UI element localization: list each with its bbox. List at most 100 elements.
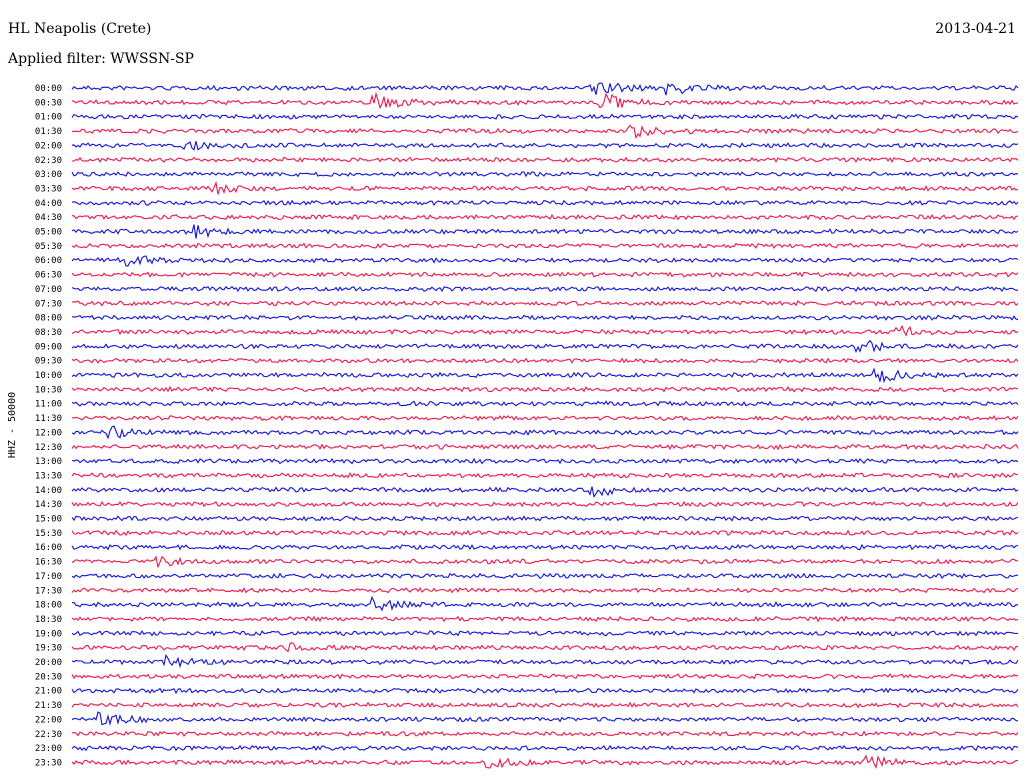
row-time-label: 08:00 (35, 314, 62, 324)
row-time-label: 21:00 (35, 687, 62, 697)
row-time-label: 23:30 (35, 758, 62, 768)
trace-row-0200 (71, 141, 1019, 151)
trace-row-0800 (71, 314, 1019, 321)
row-time-label: 02:00 (35, 141, 62, 151)
row-time-label: 01:00 (35, 113, 62, 123)
trace-row-1930 (71, 641, 1019, 653)
row-time-label: 18:00 (35, 601, 62, 611)
row-time-label: 04:00 (35, 199, 62, 209)
station-title: HL Neapolis (Crete) (8, 21, 152, 37)
trace-row-1600 (71, 543, 1019, 551)
row-time-label: 00:00 (35, 84, 62, 94)
trace-row-2000 (71, 653, 1019, 669)
row-time-label: 16:00 (35, 543, 62, 553)
trace-row-0400 (71, 199, 1019, 207)
trace-row-0100 (71, 113, 1019, 120)
row-time-label: 11:00 (35, 400, 62, 410)
trace-row-2230 (71, 730, 1019, 737)
trace-row-1430 (71, 501, 1019, 508)
trace-row-2300 (71, 744, 1019, 752)
row-time-label: 15:30 (35, 529, 62, 539)
row-time-label: 12:00 (35, 428, 62, 438)
row-time-label: 18:30 (35, 615, 62, 625)
row-time-label: 01:30 (35, 127, 62, 137)
row-time-label: 12:30 (35, 443, 62, 453)
trace-row-0430 (71, 213, 1019, 221)
row-time-label: 11:30 (35, 414, 62, 424)
row-time-label: 04:30 (35, 213, 62, 223)
row-time-label: 06:00 (35, 256, 62, 266)
row-time-label: 22:00 (35, 715, 62, 725)
trace-row-1330 (71, 472, 1019, 479)
y-axis-label: HHZ - 50000 (7, 392, 18, 458)
row-time-label: 10:00 (35, 371, 62, 381)
row-time-label: 03:30 (35, 184, 62, 194)
row-time-label: 23:00 (35, 744, 62, 754)
trace-row-2030 (71, 672, 1019, 680)
filter-label: Applied filter: WWSSN-SP (8, 51, 194, 67)
trace-row-2330 (71, 754, 1019, 770)
trace-row-2200 (71, 711, 1019, 726)
trace-row-0030 (71, 91, 1019, 110)
trace-row-0730 (71, 300, 1019, 307)
row-time-label: 06:30 (35, 271, 62, 281)
trace-row-1200 (71, 425, 1019, 440)
row-time-label: 13:30 (35, 471, 62, 481)
row-time-label: 20:00 (35, 658, 62, 668)
trace-row-0930 (71, 357, 1019, 364)
time-label-group: 00:00 00:30 01:00 01:30 02:00 02:30 03:00 03:30… (35, 84, 62, 768)
row-time-label: 19:30 (35, 644, 62, 654)
trace-row-0230 (71, 156, 1019, 163)
row-time-label: 21:30 (35, 701, 62, 711)
trace-row-1300 (71, 457, 1019, 465)
trace-row-1900 (71, 630, 1019, 637)
trace-row-1000 (71, 367, 1019, 384)
trace-row-0900 (71, 339, 1019, 354)
row-time-label: 22:30 (35, 730, 62, 740)
row-time-label: 08:30 (35, 328, 62, 338)
row-time-label: 05:30 (35, 242, 62, 252)
trace-row-0330 (71, 180, 1019, 195)
row-time-label: 09:30 (35, 357, 62, 367)
trace-row-0000 (71, 82, 1019, 96)
trace-row-1230 (71, 443, 1019, 451)
trace-row-0130 (71, 124, 1019, 140)
row-time-label: 17:00 (35, 572, 62, 582)
trace-row-0830 (71, 324, 1019, 337)
trace-row-1530 (71, 529, 1019, 537)
row-time-label: 13:00 (35, 457, 62, 467)
trace-row-2100 (71, 687, 1019, 695)
row-time-label: 07:30 (35, 299, 62, 309)
row-time-label: 14:00 (35, 486, 62, 496)
trace-group (71, 82, 1019, 770)
row-time-label: 20:30 (35, 672, 62, 682)
trace-row-1130 (71, 414, 1019, 422)
trace-row-1100 (71, 400, 1019, 407)
row-time-label: 03:00 (35, 170, 62, 180)
trace-row-0630 (71, 271, 1019, 278)
row-time-label: 15:00 (35, 515, 62, 525)
row-time-label: 00:30 (35, 98, 62, 108)
row-time-label: 16:30 (35, 558, 62, 568)
trace-row-0600 (71, 255, 1019, 267)
trace-row-1700 (71, 572, 1019, 580)
row-time-label: 09:00 (35, 342, 62, 352)
row-time-label: 19:00 (35, 629, 62, 639)
row-time-label: 02:30 (35, 156, 62, 166)
trace-row-1400 (71, 486, 1019, 499)
trace-row-2130 (71, 701, 1019, 709)
row-time-label: 10:30 (35, 385, 62, 395)
trace-row-1030 (71, 385, 1019, 393)
record-date: 2013-04-21 (935, 21, 1016, 37)
trace-row-1500 (71, 515, 1019, 522)
row-time-label: 05:00 (35, 228, 62, 238)
trace-row-0530 (71, 242, 1019, 250)
trace-row-1630 (71, 555, 1019, 569)
row-time-label: 14:30 (35, 500, 62, 510)
row-time-label: 17:30 (35, 586, 62, 596)
trace-row-0500 (71, 224, 1019, 239)
trace-row-1830 (71, 615, 1019, 623)
trace-row-0700 (71, 285, 1018, 293)
row-time-label: 07:00 (35, 285, 62, 295)
